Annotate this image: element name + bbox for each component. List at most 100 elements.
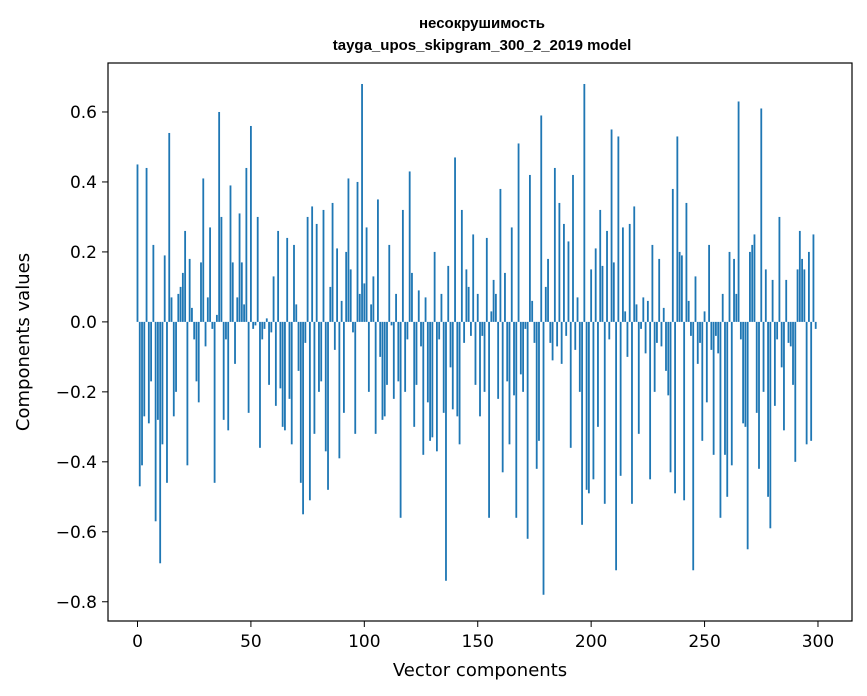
bar [667,321,670,396]
bar [156,321,159,420]
bar [767,321,769,497]
bar [361,83,363,322]
bar [658,258,661,322]
bar [488,321,490,518]
bar [640,321,642,329]
bar [617,136,620,322]
bar [508,321,511,445]
bar [687,300,690,322]
bar [290,321,293,445]
bar [481,321,484,336]
bar [222,321,225,420]
bar [302,321,304,515]
bar [558,202,561,322]
bar [426,321,429,403]
bar [710,321,713,350]
bar [572,174,574,322]
bar [542,321,545,595]
bar [342,321,345,413]
bar [411,272,413,322]
bar [456,321,459,417]
bar [220,216,223,322]
bar [447,265,450,322]
x-tick-label: 250 [688,632,720,652]
bar [363,283,366,322]
bar [245,167,248,322]
bar [544,286,547,322]
bar [333,321,336,350]
bar [592,321,595,480]
bar [624,311,627,322]
bar [442,321,445,413]
bar [753,234,756,322]
bar [671,188,674,322]
bar [619,321,622,476]
bar [780,321,783,368]
bar [637,321,640,434]
bar [751,244,754,322]
bar [163,255,166,322]
bar [279,321,282,389]
bar [701,321,704,441]
bar [388,244,391,322]
bar [485,237,488,322]
bar [796,269,799,322]
bar [440,293,443,322]
bar [288,321,291,399]
bar [143,321,146,417]
bar [454,157,456,322]
bar [540,115,543,322]
bar [676,136,679,322]
bar [331,202,334,322]
bar [215,314,218,322]
y-axis-label: Components values [13,253,34,431]
bar [263,321,266,329]
bar [526,321,529,539]
bar [261,321,264,340]
bar [206,297,209,322]
bar [733,258,735,322]
bar [172,321,175,417]
bar [635,304,638,322]
bar [449,321,452,368]
bar [744,321,747,427]
chart-title: несокрушимость [419,15,545,32]
bar [651,244,654,322]
bar [463,321,466,343]
bar [377,199,379,322]
bar [433,251,436,322]
bar [417,290,420,322]
x-tick-label: 0 [132,632,143,652]
bar [460,209,463,322]
bar [256,216,259,322]
bar [669,321,672,473]
bar [175,321,177,392]
bar [268,321,270,385]
bar [685,202,688,322]
bar [392,321,395,399]
bar [200,262,202,322]
x-axis: 0 50 100 150 200 250 300 [132,621,834,652]
bar [590,269,593,322]
bar [739,321,742,340]
bar [610,129,613,322]
bar [299,321,302,483]
bar [306,216,309,322]
bar [356,181,359,322]
bar [785,279,788,322]
bar [814,321,817,329]
x-axis-label: Vector components [393,660,567,681]
bar [438,321,441,340]
bar [565,321,568,336]
bar [349,269,352,322]
bar [476,293,479,322]
bar [265,318,268,322]
bar [313,321,316,434]
bar [533,321,536,343]
bar [567,241,570,322]
bar [574,321,577,350]
bar [295,304,298,322]
bar [699,321,701,343]
bar [719,321,722,518]
